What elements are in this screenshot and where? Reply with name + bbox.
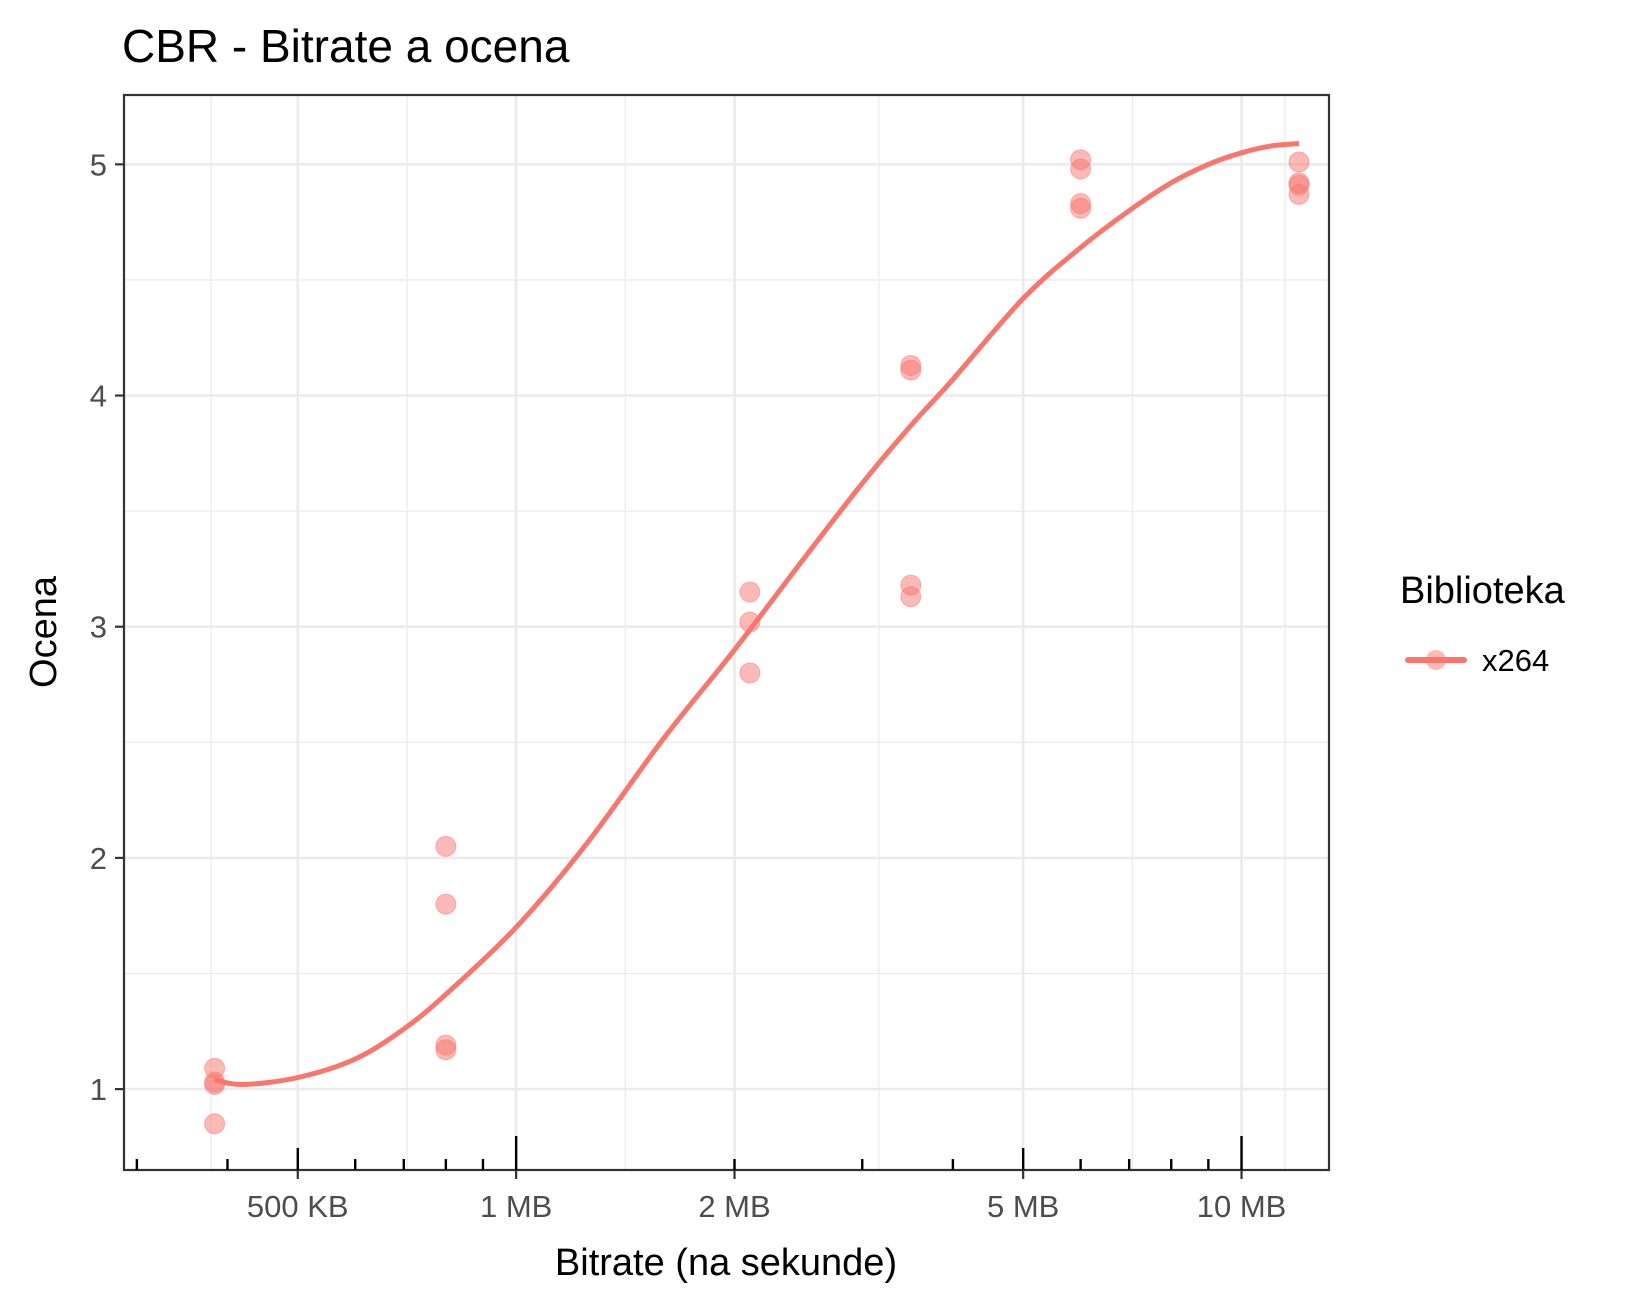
grid-major bbox=[124, 95, 1329, 1170]
x-axis-title: Bitrate (na sekunde) bbox=[555, 1242, 897, 1284]
data-point bbox=[1070, 197, 1092, 219]
x-tick-label: 5 MB bbox=[987, 1189, 1059, 1224]
legend-key-marker bbox=[1426, 650, 1446, 670]
points-layer bbox=[204, 149, 1310, 1135]
panel-background bbox=[124, 95, 1329, 1170]
legend-title: Biblioteka bbox=[1400, 570, 1566, 612]
x-axis: 500 KB 1 MB 2 MB 5 MB 10 MB bbox=[135, 1136, 1287, 1224]
y-tick-label: 1 bbox=[90, 1072, 107, 1107]
x-tick-label: 2 MB bbox=[698, 1189, 770, 1224]
x-tick-label: 10 MB bbox=[1197, 1189, 1287, 1224]
chart-title: CBR - Bitrate a ocena bbox=[122, 20, 570, 72]
data-point bbox=[435, 893, 457, 915]
plot-panel bbox=[122, 93, 1331, 1172]
y-tick-label: 5 bbox=[90, 147, 107, 182]
y-axis: 1 2 3 4 5 bbox=[90, 147, 124, 1107]
data-point bbox=[1070, 158, 1092, 180]
data-point bbox=[739, 581, 761, 603]
y-tick-label: 4 bbox=[90, 379, 107, 414]
y-axis-title: Ocena bbox=[23, 575, 65, 688]
data-point bbox=[435, 835, 457, 857]
data-point bbox=[204, 1073, 226, 1095]
data-point bbox=[900, 586, 922, 608]
data-point bbox=[900, 359, 922, 381]
x-tick-label: 1 MB bbox=[480, 1189, 552, 1224]
smooth-line-x264 bbox=[214, 141, 1300, 1088]
smooth-layer bbox=[214, 141, 1300, 1088]
data-point bbox=[739, 662, 761, 684]
data-point bbox=[435, 1039, 457, 1061]
legend-label-x264: x264 bbox=[1482, 643, 1549, 678]
legend: Biblioteka x264 bbox=[1400, 570, 1566, 678]
y-tick-label: 3 bbox=[90, 610, 107, 645]
x-tick-label: 500 KB bbox=[247, 1189, 349, 1224]
data-point bbox=[1288, 183, 1310, 205]
data-point bbox=[204, 1113, 226, 1135]
data-point bbox=[1288, 151, 1310, 173]
data-point bbox=[739, 611, 761, 633]
panel-border bbox=[122, 93, 1331, 1172]
grid-minor bbox=[124, 95, 1329, 1170]
y-tick-label: 2 bbox=[90, 841, 107, 876]
